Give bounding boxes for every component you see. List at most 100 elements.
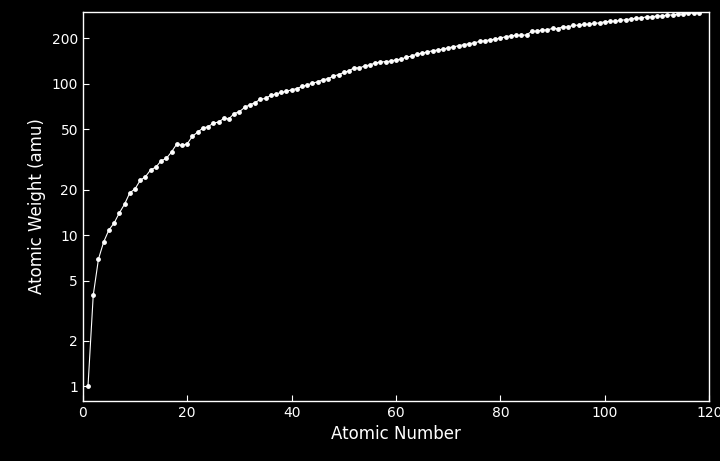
Point <box>176 142 188 149</box>
Y-axis label: Atomic Weight (amu): Atomic Weight (amu) <box>28 118 46 294</box>
Point <box>380 58 392 65</box>
Point <box>171 140 183 148</box>
Point <box>385 58 397 65</box>
Point <box>568 21 580 29</box>
Point <box>359 62 371 70</box>
Point <box>93 255 104 263</box>
Point <box>589 19 600 27</box>
Point <box>485 36 496 43</box>
Point <box>239 104 251 111</box>
Point <box>652 12 663 19</box>
Point <box>228 110 240 117</box>
Point <box>552 25 564 32</box>
Point <box>223 115 235 123</box>
Point <box>583 21 595 28</box>
Point <box>474 38 485 45</box>
Point <box>249 99 261 106</box>
Point <box>422 48 433 55</box>
Point <box>343 67 355 75</box>
Point <box>672 10 684 18</box>
Point <box>401 53 413 60</box>
Point <box>119 201 130 208</box>
Point <box>599 18 611 25</box>
Point <box>526 28 537 35</box>
Point <box>369 59 381 66</box>
Point <box>688 10 699 17</box>
Point <box>578 21 590 28</box>
Point <box>641 13 652 20</box>
Point <box>521 31 532 39</box>
Point <box>479 37 490 44</box>
Point <box>536 26 548 34</box>
Point <box>495 34 506 41</box>
Point <box>328 72 339 80</box>
Point <box>541 26 553 34</box>
Point <box>573 22 585 29</box>
Point <box>448 43 459 51</box>
Point <box>348 64 360 71</box>
Point <box>604 18 616 25</box>
Point <box>265 92 276 99</box>
Point <box>150 164 161 171</box>
Point <box>207 119 219 127</box>
Point <box>442 44 454 51</box>
Point <box>260 95 271 102</box>
Point <box>202 123 214 130</box>
Point <box>374 59 386 66</box>
Point <box>88 291 99 299</box>
Point <box>333 71 344 78</box>
Point <box>416 50 428 57</box>
Point <box>620 16 631 24</box>
Point <box>145 166 156 173</box>
Point <box>531 27 543 35</box>
Point <box>312 78 323 86</box>
Point <box>516 32 527 39</box>
Point <box>166 148 177 155</box>
Point <box>302 82 313 89</box>
Point <box>631 14 642 22</box>
Point <box>354 65 365 72</box>
Point <box>281 88 292 95</box>
Point <box>244 101 256 108</box>
Point <box>615 17 626 24</box>
Point <box>82 382 94 390</box>
Point <box>411 50 423 58</box>
Point <box>453 42 464 49</box>
Point <box>364 61 376 69</box>
X-axis label: Atomic Number: Atomic Number <box>331 426 461 443</box>
Point <box>197 124 209 132</box>
Point <box>406 53 418 60</box>
Point <box>678 11 689 18</box>
Point <box>667 12 678 19</box>
Point <box>307 79 318 87</box>
Point <box>192 129 204 136</box>
Point <box>469 39 480 47</box>
Point <box>594 19 606 27</box>
Point <box>213 118 225 126</box>
Point <box>662 11 673 18</box>
Point <box>108 219 120 227</box>
Point <box>234 108 246 115</box>
Point <box>186 133 198 140</box>
Point <box>318 76 329 83</box>
Point <box>270 90 282 98</box>
Point <box>437 46 449 53</box>
Point <box>490 35 501 43</box>
Point <box>657 12 668 20</box>
Point <box>255 95 266 103</box>
Point <box>114 209 125 217</box>
Point <box>140 173 151 180</box>
Point <box>683 9 694 17</box>
Point <box>338 69 350 76</box>
Point <box>432 46 444 53</box>
Point <box>297 83 308 90</box>
Point <box>500 33 511 41</box>
Point <box>547 25 559 32</box>
Point <box>124 189 135 196</box>
Point <box>390 56 402 63</box>
Point <box>464 40 475 47</box>
Point <box>323 75 334 83</box>
Point <box>636 14 647 22</box>
Point <box>218 115 230 122</box>
Point <box>458 41 469 48</box>
